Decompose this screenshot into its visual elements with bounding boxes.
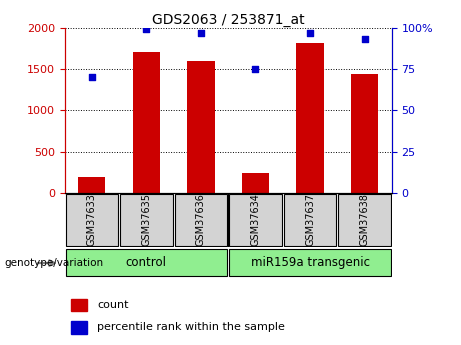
- Bar: [242, 173, 269, 193]
- Point: [361, 37, 368, 42]
- Text: GSM37636: GSM37636: [196, 194, 206, 246]
- FancyBboxPatch shape: [338, 194, 391, 246]
- Text: GSM37635: GSM37635: [142, 194, 151, 246]
- Text: GSM37633: GSM37633: [87, 194, 97, 246]
- Text: count: count: [97, 300, 129, 310]
- Point: [306, 30, 313, 35]
- FancyBboxPatch shape: [229, 194, 282, 246]
- Text: GSM37638: GSM37638: [360, 194, 370, 246]
- FancyBboxPatch shape: [65, 249, 227, 276]
- Bar: [133, 52, 160, 193]
- Text: GSM37637: GSM37637: [305, 194, 315, 246]
- Text: genotype/variation: genotype/variation: [5, 258, 104, 268]
- Point: [142, 27, 150, 32]
- Point: [88, 75, 95, 80]
- Bar: [78, 177, 106, 193]
- Bar: [71, 321, 88, 334]
- Text: miR159a transgenic: miR159a transgenic: [250, 256, 370, 269]
- FancyBboxPatch shape: [284, 194, 336, 246]
- Bar: [187, 61, 214, 193]
- FancyBboxPatch shape: [175, 194, 227, 246]
- Text: GSM37634: GSM37634: [250, 194, 260, 246]
- Bar: [351, 74, 378, 193]
- Point: [252, 66, 259, 72]
- Title: GDS2063 / 253871_at: GDS2063 / 253871_at: [152, 12, 305, 27]
- FancyBboxPatch shape: [65, 194, 118, 246]
- Bar: [71, 299, 88, 311]
- FancyBboxPatch shape: [229, 249, 391, 276]
- Text: control: control: [126, 256, 167, 269]
- FancyBboxPatch shape: [120, 194, 172, 246]
- Text: percentile rank within the sample: percentile rank within the sample: [97, 322, 285, 332]
- Point: [197, 30, 205, 35]
- Bar: [296, 42, 324, 193]
